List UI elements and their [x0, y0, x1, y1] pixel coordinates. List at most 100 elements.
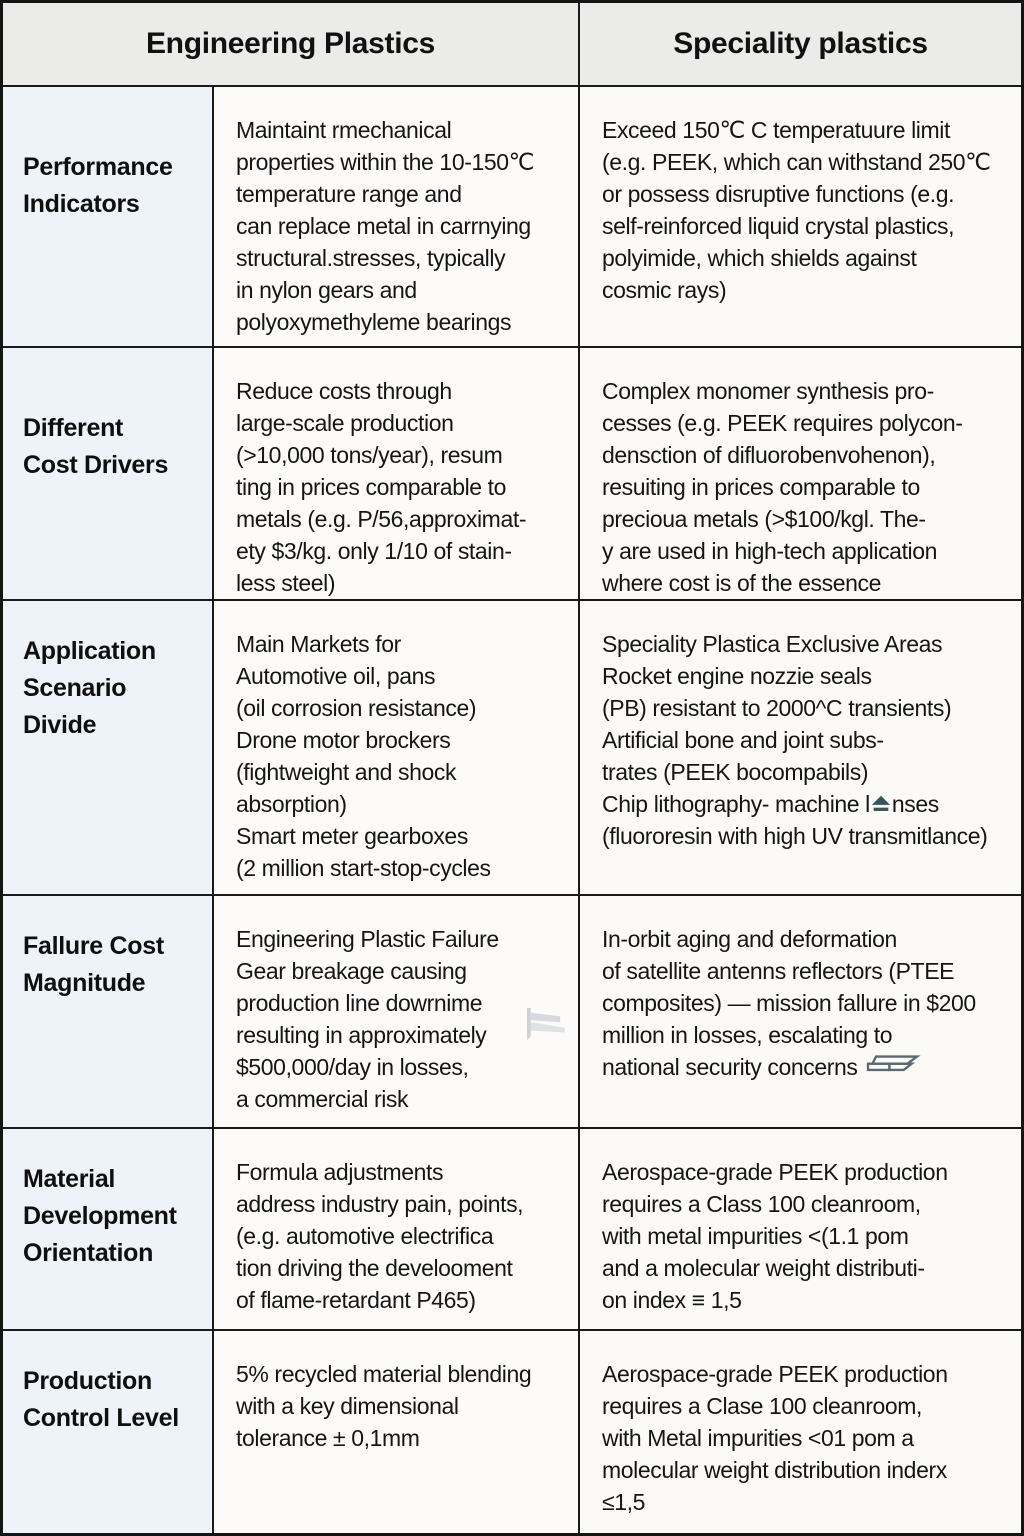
cell-text: resuiting in prices comparable to: [602, 474, 920, 500]
cell-text: densction of difluorobenvohenon),: [602, 442, 936, 468]
cell-line: ≤1,5: [602, 1486, 1013, 1518]
cell-text: with Metal impurities <01 pom a: [602, 1425, 914, 1451]
cell-text: Rocket engine nozzie seals: [602, 663, 872, 689]
cell-line: production line dowrnime: [236, 987, 570, 1019]
cell-line: ety $3/kg. only 1/10 of stain-: [236, 535, 570, 567]
cell-line: (oil corrosion resistance): [236, 692, 570, 724]
row-label-line: Scenario: [23, 674, 127, 702]
cell-line: tion driving the develooment: [236, 1252, 570, 1284]
cell-text: (PB) resistant to 2000^C transients): [602, 695, 952, 721]
cell-text: national security concerns: [602, 1054, 864, 1080]
cell-line: with metal impurities <(1.1 pom: [602, 1220, 1013, 1252]
cell-line: Main Markets for: [236, 628, 570, 660]
cell-line: Reduce costs through: [236, 375, 570, 407]
header-speciality-plastics: Speciality plastics: [580, 3, 1021, 87]
row-label-line: Indicators: [23, 190, 140, 218]
cell-line: absorption): [236, 788, 570, 820]
cell-line: metals (e.g. P/56,approximat-: [236, 503, 570, 535]
cell-text: nses: [891, 791, 939, 817]
cell-text: on index ≡ 1,5: [602, 1287, 742, 1313]
cell-line: $500,000/day in losses,: [236, 1051, 570, 1083]
cell-line: tolerance ± 0,1mm: [236, 1422, 570, 1454]
cell-line: Speciality Plastica Exclusive Areas: [602, 628, 1013, 660]
row-label: Material Development Orientation: [3, 1129, 214, 1331]
cell-line: properties within the 10-150℃: [236, 146, 570, 178]
row-label-line: Cost Drivers: [23, 451, 169, 479]
cell-text: Complex monomer synthesis pro-: [602, 378, 934, 404]
speciality-cell: In-orbit aging and deformation of satelli…: [580, 896, 1021, 1129]
cell-line: and a molecular weight distributi-: [602, 1252, 1013, 1284]
table-row: Production Control Level 5% recycled mater…: [3, 1331, 1021, 1533]
cell-line: of satellite antenns reflectors (PTEE: [602, 955, 1013, 987]
cell-text: Engineering Plastic Failure: [236, 926, 499, 952]
cell-line: (PB) resistant to 2000^C transients): [602, 692, 1013, 724]
row-label-line: Application: [23, 637, 156, 665]
cell-line: (fluororesin with high UV transmitlance): [602, 820, 1013, 852]
cell-line: requires a Clase 100 cleanroom,: [602, 1390, 1013, 1422]
cell-text: metals (e.g. P/56,approximat-: [236, 506, 527, 532]
row-label: Different Cost Drivers: [3, 348, 214, 601]
cell-line: (fightweight and shock: [236, 756, 570, 788]
cell-text: Automotive oil, pans: [236, 663, 436, 689]
cell-text: with a key dimensional: [236, 1393, 459, 1419]
cell-text: trates (PEEK bocompabils): [602, 759, 869, 785]
header-engineering-plastics: Engineering Plastics: [3, 3, 580, 87]
cell-text: $500,000/day in losses,: [236, 1054, 469, 1080]
cell-text: in nylon gears and: [236, 277, 417, 303]
cell-text: molecular weight distribution inderx: [602, 1457, 947, 1483]
cell-text: (fluororesin with high UV transmitlance): [602, 823, 988, 849]
engineering-cell: Reduce costs through large-scale producti…: [214, 348, 580, 601]
cell-line: structural.stresses, typically: [236, 242, 570, 274]
cell-text: where cost is of the essence: [602, 570, 882, 596]
cell-line: densction of difluorobenvohenon),: [602, 439, 1013, 471]
cell-text: less steel): [236, 570, 336, 596]
cell-text: Maintaint rmechanical: [236, 117, 452, 143]
cell-text: precioua metals (>$100/kgl. The-: [602, 506, 926, 532]
row-label-line: Material: [23, 1165, 116, 1193]
cell-text: temperature range and: [236, 181, 462, 207]
table-row: Performance Indicators Maintaint rmechanic…: [3, 87, 1021, 348]
cell-line: cosmic rays): [602, 274, 1013, 306]
table-row: Application Scenario Divide Main Markets fo…: [3, 601, 1021, 896]
cell-text: Smart meter gearboxes: [236, 823, 468, 849]
table-header-row: Engineering Plastics Speciality plastics: [3, 3, 1021, 87]
cell-line: Automotive oil, pans: [236, 660, 570, 692]
cell-text: Aerospace-grade PEEK production: [602, 1159, 948, 1185]
cell-text: Artificial bone and joint subs-: [602, 727, 884, 753]
cell-line: Gear breakage causing: [236, 955, 570, 987]
cell-text: (2 million start-stop-cycles: [236, 855, 491, 881]
cell-line: (>10,000 tons/year), resum: [236, 439, 570, 471]
cell-line: in nylon gears and: [236, 274, 570, 306]
cell-text: ting in prices comparable to: [236, 474, 507, 500]
cell-text: and a molecular weight distributi-: [602, 1255, 925, 1281]
cell-line: million in losses, escalating to: [602, 1019, 1013, 1051]
cell-line: Drone motor brockers: [236, 724, 570, 756]
cell-line: polyimide, which shields against: [602, 242, 1013, 274]
cell-line: with Metal impurities <01 pom a: [602, 1422, 1013, 1454]
cell-text: ety $3/kg. only 1/10 of stain-: [236, 538, 512, 564]
cell-text: tion driving the develooment: [236, 1255, 513, 1281]
cell-line: resulting in approximately: [236, 1019, 570, 1051]
cell-line: with a key dimensional: [236, 1390, 570, 1422]
row-label-line: Magnitude: [23, 969, 146, 997]
cell-line: or possess disruptive functions (e.g.: [602, 178, 1013, 210]
cell-line: on index ≡ 1,5: [602, 1284, 1013, 1316]
flag-icon: [522, 1006, 568, 1050]
cell-text: of satellite antenns reflectors (PTEE: [602, 958, 955, 984]
cell-line: of flame-retardant P465): [236, 1284, 570, 1316]
cell-text: 5% recycled material blending: [236, 1361, 532, 1387]
cell-line: national security concerns: [602, 1051, 1013, 1083]
cell-text: million in losses, escalating to: [602, 1022, 893, 1048]
cell-line: (2 million start-stop-cycles: [236, 852, 570, 884]
cell-line: Chip lithography- machine l nses: [602, 788, 1013, 820]
cell-text: Drone motor brockers: [236, 727, 451, 753]
table-row: Fallure Cost Magnitude Engineering Plastic…: [3, 896, 1021, 1129]
cell-line: requires a Class 100 cleanroom,: [602, 1188, 1013, 1220]
cell-line: polyoxymethyleme bearings: [236, 306, 570, 338]
cell-text: (>10,000 tons/year), resum: [236, 442, 503, 468]
table-row: Different Cost Drivers Reduce costs throug…: [3, 348, 1021, 601]
cell-text: Speciality Plastica Exclusive Areas: [602, 631, 943, 657]
cell-text: a commercial risk: [236, 1086, 409, 1112]
engineering-cell: Engineering Plastic Failure Gear breakage…: [214, 896, 580, 1129]
cell-line: composites) — mission fallure in $200: [602, 987, 1013, 1019]
